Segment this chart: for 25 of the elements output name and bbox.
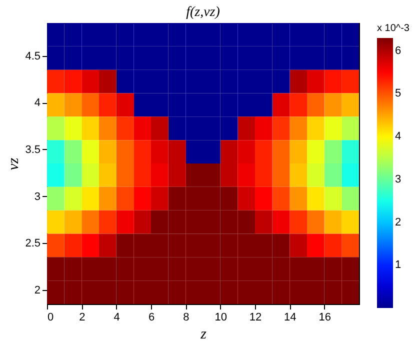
x-tick-label: 12 [249, 312, 262, 324]
color-bar-label: 2 [395, 216, 402, 228]
chart-title: f(z,vz) [186, 5, 220, 20]
y-tick-label: 4.5 [25, 50, 40, 62]
x-tick-label: 8 [183, 312, 190, 324]
x-tick-label: 6 [148, 312, 155, 324]
y-tick-label: 2.5 [25, 238, 40, 250]
color-bar-label: 6 [395, 44, 402, 57]
y-tick-label: 3.5 [25, 144, 40, 156]
x-tick-label: 4 [114, 312, 120, 324]
color-bar-label: 3 [395, 173, 402, 186]
y-tick-label: 3 [34, 190, 40, 203]
color-bar-title: x 10^-3 [377, 23, 410, 34]
x-tick-label: 0 [48, 312, 54, 324]
color-bar-label: 4 [395, 130, 402, 143]
y-tick-label: 2 [34, 284, 40, 296]
x-tick-label: 16 [318, 312, 331, 324]
color-bar-label: 1 [395, 259, 402, 272]
x-tick-label: 14 [284, 312, 296, 324]
color-bar-label: 5 [395, 88, 402, 100]
x-axis-title: z [200, 326, 207, 342]
y-axis-title: vz [6, 158, 22, 170]
x-tick-label: 2 [79, 312, 86, 324]
y-tick-label: 4 [34, 97, 40, 110]
x-tick-label: 10 [214, 312, 227, 324]
